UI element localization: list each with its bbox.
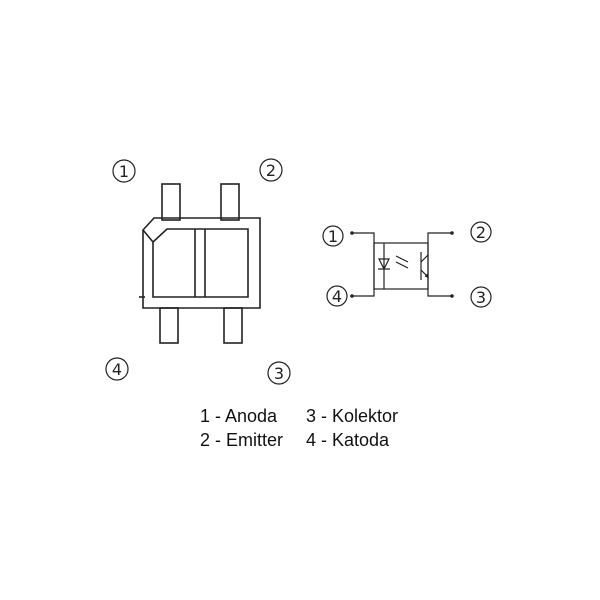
schematic-pin-2-marker: 2 <box>470 221 492 243</box>
package-pin-1-marker: 1 <box>112 159 136 183</box>
schematic-led-leads <box>352 232 375 297</box>
package-lead-top-right <box>220 183 240 221</box>
legend-item-collector: 3 - Kolektor <box>306 406 399 426</box>
schematic-pin-3-label: 3 <box>476 288 486 307</box>
package-lead-bottom-left <box>159 307 179 344</box>
schematic-pin-4-label: 4 <box>332 287 342 306</box>
schematic-view: 1 2 3 4 <box>322 221 492 308</box>
pin-legend: 1 - Anoda 3 - Kolektor 2 - Emitter 4 - K… <box>200 404 460 452</box>
package-pin-1-label: 1 <box>119 162 129 181</box>
schematic-pin-3-marker: 3 <box>470 286 492 308</box>
terminal-dot <box>450 294 454 298</box>
package-lead-top-left <box>161 183 181 221</box>
package-pin-3-label: 3 <box>274 364 284 383</box>
schematic-pin-1-label: 1 <box>328 227 338 246</box>
schematic-package-box <box>373 242 429 290</box>
package-lead-bottom-right <box>223 307 243 344</box>
schematic-pin-4-marker: 4 <box>326 285 348 307</box>
legend-item-emitter: 2 - Emitter <box>200 430 284 450</box>
terminal-dot <box>350 294 354 298</box>
package-outline-view: 1 2 3 4 <box>105 158 291 385</box>
package-pin-2-label: 2 <box>266 161 276 180</box>
light-arrows <box>395 255 409 269</box>
schematic-pin-1-marker: 1 <box>322 225 344 247</box>
legend-row: 2 - Emitter 4 - Katoda <box>200 428 460 452</box>
terminal-dot <box>350 231 354 235</box>
legend-row: 1 - Anoda 3 - Kolektor <box>200 404 460 428</box>
package-pin-2-marker: 2 <box>259 158 283 182</box>
schematic-transistor-leads <box>427 232 452 297</box>
schematic-pin-2-label: 2 <box>476 223 486 242</box>
legend-item-anode: 1 - Anoda <box>200 406 278 426</box>
package-pin-3-marker: 3 <box>267 361 291 385</box>
phototransistor-symbol <box>420 252 429 280</box>
legend-item-cathode: 4 - Katoda <box>306 430 390 450</box>
package-body-outline <box>142 217 261 309</box>
terminal-dot <box>450 231 454 235</box>
diode-symbol <box>378 243 390 289</box>
package-body-inner <box>152 228 249 298</box>
package-pin-4-label: 4 <box>112 360 122 379</box>
package-pin-4-marker: 4 <box>105 357 129 381</box>
